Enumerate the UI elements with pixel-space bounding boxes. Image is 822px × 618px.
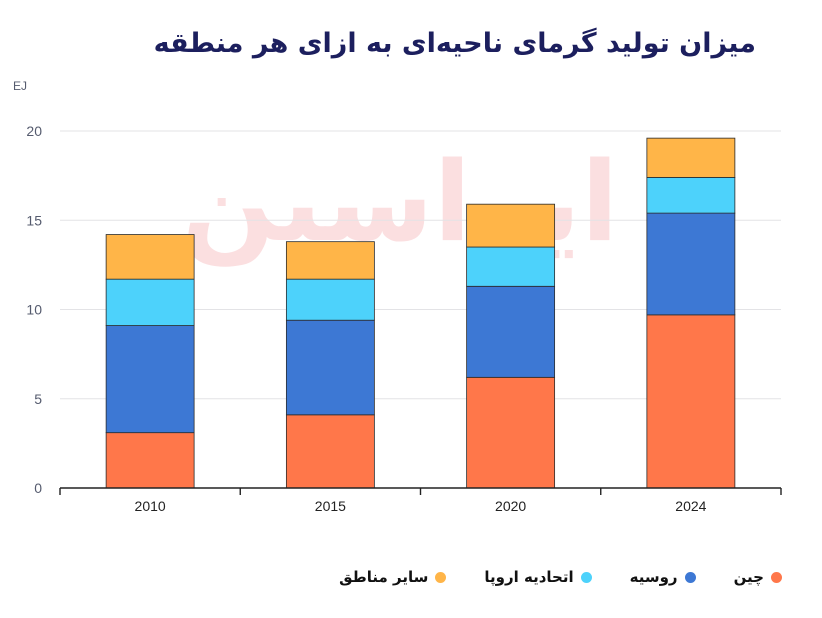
bar-segment-2020-series-0: [466, 376, 556, 489]
bar-segment-2015-series-2: [285, 278, 375, 321]
legend-item: اتحادیه اروپا: [484, 568, 592, 586]
y-tick-label: 20: [26, 123, 42, 139]
bar-segment-2024-series-2: [646, 177, 736, 214]
chart-title: میزان تولید گرمای ناحیه‌ای به ازای هر من…: [153, 28, 756, 59]
y-axis-unit-label: EJ: [13, 79, 28, 93]
legend-swatch: [435, 571, 447, 583]
x-tick-label: 2020: [495, 498, 526, 514]
legend-item: سایر مناطق: [339, 568, 447, 586]
bar-segment-2024-series-0: [646, 314, 736, 489]
bar-segment-2015-series-1: [285, 319, 375, 416]
legend-item: روسیه: [630, 568, 696, 586]
bar-segment-2010-series-1: [105, 325, 195, 434]
bar-segment-2020-series-1: [466, 285, 556, 378]
legend-item: چین: [734, 568, 782, 586]
y-tick-label: 15: [26, 212, 42, 228]
legend-label: روسیه: [629, 568, 678, 586]
y-tick-label: 0: [34, 480, 42, 496]
legend-swatch: [684, 571, 696, 583]
legend-label: چین: [733, 568, 764, 586]
bar-segment-2010-series-3: [105, 234, 195, 280]
chart-legend: چین روسیه اتحادیه اروپا سایر مناطق: [40, 568, 782, 586]
bar-segment-2010-series-0: [105, 432, 195, 489]
bar-segment-2024-series-3: [646, 137, 736, 178]
y-tick-label: 10: [26, 302, 42, 318]
legend-swatch: [580, 571, 592, 583]
bar-segment-2020-series-2: [466, 246, 556, 287]
bar-segment-2024-series-1: [646, 212, 736, 316]
x-tick-label: 2010: [135, 498, 166, 514]
bar-segment-2015-series-3: [285, 241, 375, 280]
bar-segment-2015-series-0: [285, 414, 375, 489]
legend-label: اتحادیه اروپا: [484, 568, 574, 586]
bar-segment-2020-series-3: [466, 203, 556, 248]
bar-segment-2010-series-2: [105, 278, 195, 326]
legend-swatch: [771, 571, 782, 583]
x-tick-label: 2015: [315, 498, 346, 514]
y-tick-label: 5: [34, 391, 42, 407]
legend-label: سایر مناطق: [339, 568, 429, 586]
x-tick-label: 2024: [675, 498, 706, 514]
